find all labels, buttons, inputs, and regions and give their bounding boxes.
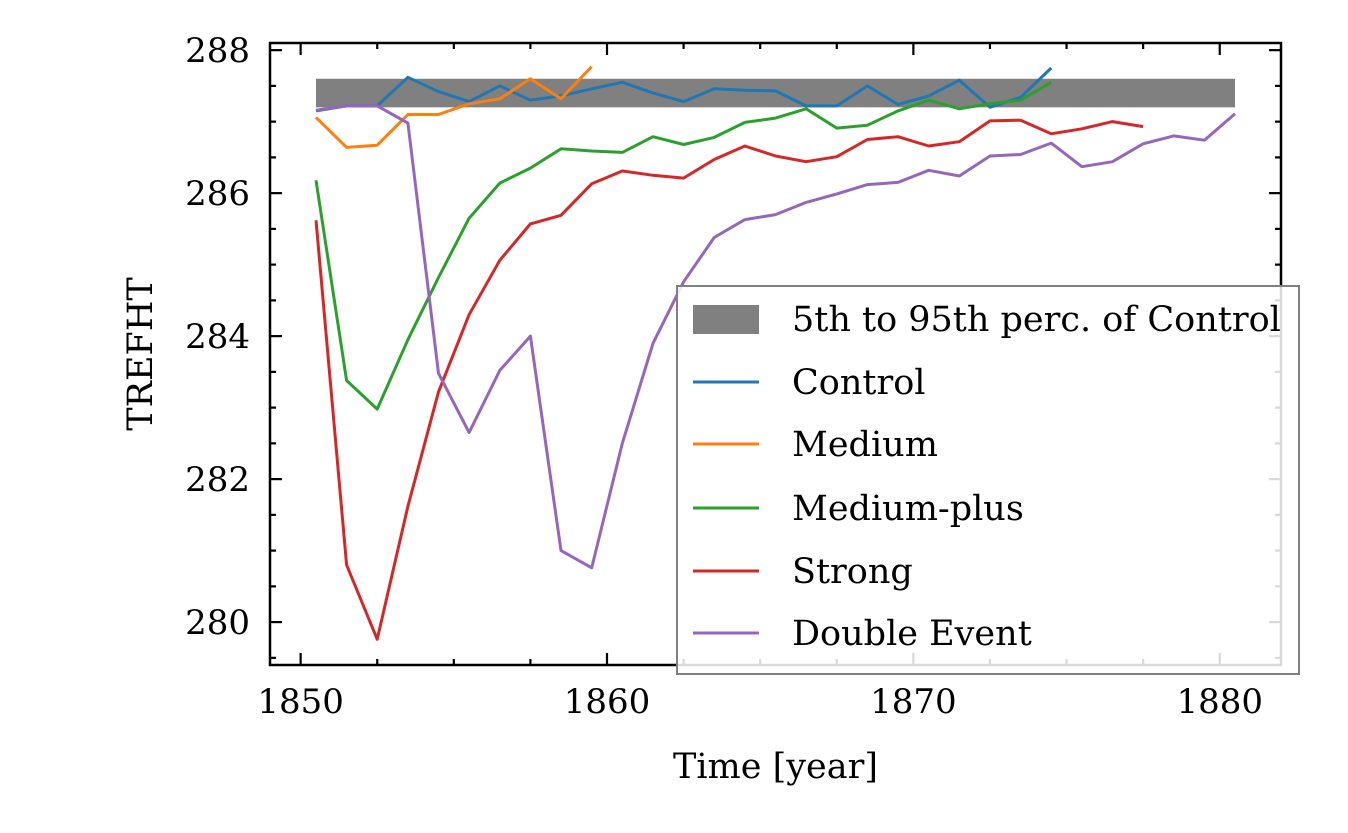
series-line-double-event bbox=[315, 104, 1236, 570]
legend-label: Double Event bbox=[792, 614, 1032, 654]
y-axis-label: TREFHT bbox=[121, 277, 161, 430]
x-tick-label: 1870 bbox=[870, 682, 957, 722]
x-tick-label: 1880 bbox=[1176, 682, 1263, 722]
x-tick-label: 1860 bbox=[564, 682, 651, 722]
legend-swatch-band bbox=[693, 305, 759, 334]
legend-label: Medium-plus bbox=[792, 489, 1024, 529]
legend-label: Medium bbox=[792, 425, 938, 465]
series-line-medium-plus bbox=[314, 81, 1052, 411]
legend-label: Strong bbox=[792, 552, 913, 592]
x-axis-label: Time [year] bbox=[673, 747, 878, 787]
legend-label: 5th to 95th perc. of Control bbox=[792, 300, 1281, 340]
y-tick-label: 282 bbox=[185, 460, 250, 500]
plot-content bbox=[314, 65, 1236, 641]
axis-ticks: 1850 1860 1870 1880 280 282 284 286 288 bbox=[185, 31, 1281, 722]
series-line-medium bbox=[314, 65, 593, 149]
y-tick-label: 288 bbox=[185, 31, 250, 71]
y-tick-label: 286 bbox=[185, 174, 250, 214]
legend-box bbox=[676, 285, 1300, 675]
legend: 5th to 95th perc. of Control Control Mediu… bbox=[676, 285, 1300, 675]
legend-label: Control bbox=[792, 363, 925, 403]
series-line-control bbox=[315, 66, 1053, 113]
control-percentile-band bbox=[315, 78, 1236, 108]
series-line-strong bbox=[314, 118, 1144, 641]
y-tick-label: 284 bbox=[185, 317, 250, 357]
x-tick-label: 1850 bbox=[257, 682, 344, 722]
y-tick-label: 280 bbox=[185, 603, 250, 643]
